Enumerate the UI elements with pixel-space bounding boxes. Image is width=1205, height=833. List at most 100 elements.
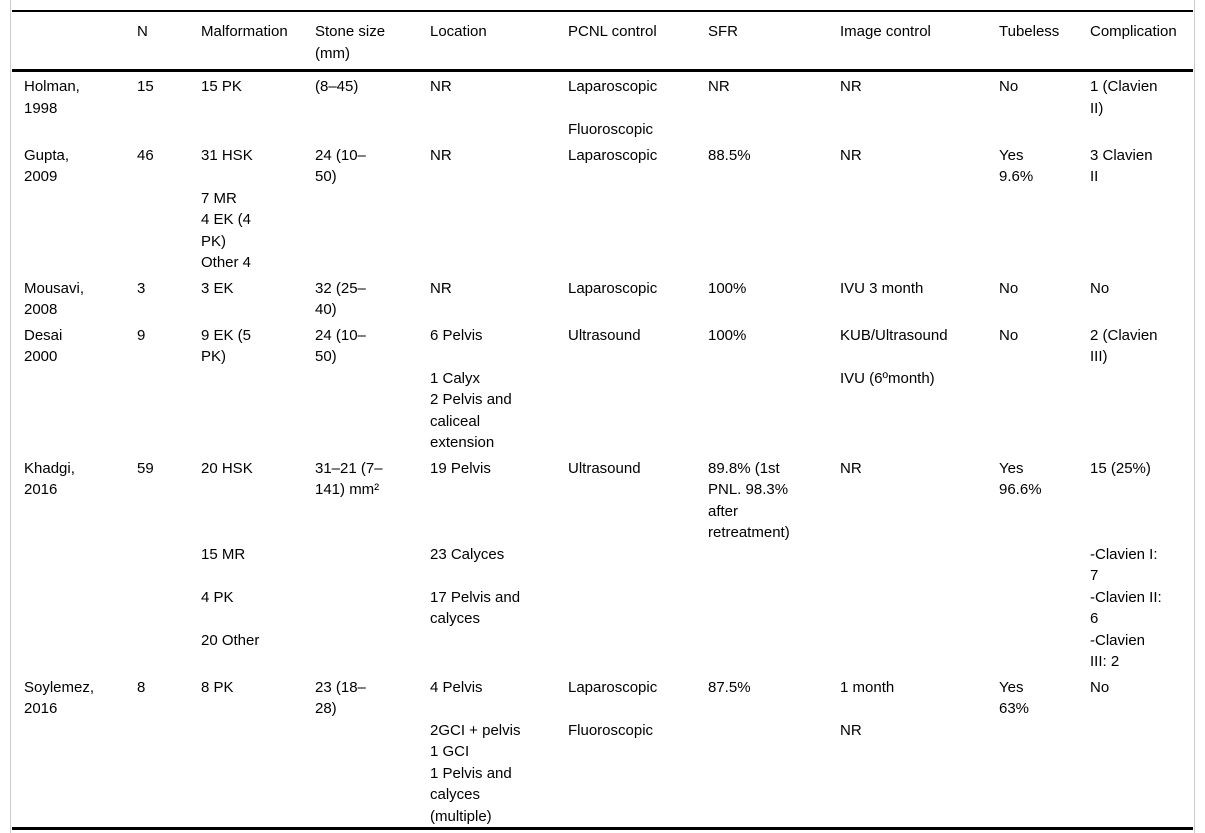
cell-stone-size: 23 (18– 28): [303, 673, 418, 829]
cell-line: IVU (6ºmonth): [840, 369, 935, 387]
cell-line: 19 Pelvis: [430, 459, 491, 477]
cell-location: 4 Pelvis 2GCI + pelvis 1 GCI 1 Pelvis and ca…: [418, 673, 556, 829]
cell-line: KUB/Ultrasound: [840, 326, 948, 344]
header-row: N Malformation Stone size (mm) Location P…: [12, 11, 1193, 72]
cell-line: 20 HSK: [201, 459, 253, 477]
cell-n: 46: [137, 146, 154, 164]
cell-line: Mousavi,: [24, 279, 85, 297]
cell-line: Other 4: [201, 254, 252, 271]
cell-complication: No: [1090, 678, 1110, 696]
cell-sfr: 89.8% (1st PNL. 98.3% after retreatment): [696, 454, 828, 673]
cell-tubeless: Yes 63%: [987, 673, 1078, 829]
cell-line: [430, 522, 552, 544]
cell-line: 15 (25%): [1090, 459, 1151, 477]
studies-comparison-table: N Malformation Stone size (mm) Location P…: [12, 10, 1193, 830]
cell-pcnl-control: Laparoscopic: [568, 279, 658, 297]
cell-complication: 3 Clavien II: [1078, 141, 1193, 274]
cell-line: 2 (Clavien: [1090, 326, 1158, 344]
cell-line: Gupta,: [24, 146, 70, 164]
cell-location: NR: [430, 279, 452, 297]
cell-image-control: NR: [840, 459, 862, 477]
column-header-study: [12, 11, 125, 72]
cell-line: 141) mm²: [315, 481, 380, 498]
cell-location: NR: [430, 146, 452, 164]
cell-line: calyces: [430, 610, 481, 627]
cell-study: Desai 2000: [12, 321, 125, 454]
cell-study: Mousavi, 2008: [12, 274, 125, 321]
cell-complication: 15 (25%) -Clavien I: 7 -Clavien II: 6 -Clavie…: [1078, 454, 1193, 673]
cell-line: 17 Pelvis and: [430, 588, 521, 606]
column-header-complication: Complication: [1078, 11, 1193, 72]
document-page: N Malformation Stone size (mm) Location P…: [10, 0, 1195, 833]
cell-line: [201, 501, 299, 523]
cell-line: 31 HSK: [201, 146, 253, 164]
table-row: Desai 2000 9 9 EK (5 PK) 24 (10– 50) 6 Pelv…: [12, 321, 1193, 454]
cell-n: 9: [137, 326, 146, 344]
cell-line: [840, 698, 983, 720]
column-header-tubeless: Tubeless: [987, 11, 1078, 72]
cell-line: [1090, 501, 1189, 523]
cell-stone-size: 32 (25– 40): [303, 274, 418, 321]
cell-line: retreatment): [708, 524, 790, 541]
cell-sfr: 100%: [708, 279, 747, 297]
cell-sfr: 100%: [708, 326, 747, 344]
cell-n: 3: [137, 279, 146, 297]
cell-line: [430, 501, 552, 523]
cell-line: Khadgi,: [24, 459, 75, 477]
cell-line: [201, 166, 299, 188]
cell-study: Gupta, 2009: [12, 141, 125, 274]
cell-line: [201, 565, 299, 587]
cell-line: 2016: [24, 481, 58, 498]
cell-line: 40): [315, 301, 337, 318]
cell-line: 63%: [999, 700, 1030, 717]
cell-location: NR: [430, 78, 452, 95]
cell-line: -Clavien II:: [1090, 588, 1162, 606]
cell-line: 3 Clavien: [1090, 146, 1153, 164]
cell-line: 7 MR: [201, 189, 237, 207]
cell-line: 6 Pelvis: [430, 326, 483, 344]
cell-pcnl-control: Ultrasound: [568, 459, 641, 477]
table-row: Holman, 1998 15 15 PK (8–45) NR Laparosco…: [12, 71, 1193, 141]
cell-line: 20 Other: [201, 631, 260, 649]
cell-study: Soylemez, 2016: [12, 673, 125, 829]
cell-line: 23 (18–: [315, 678, 366, 696]
cell-malformation: 9 EK (5 PK): [189, 321, 303, 454]
table-row: Soylemez, 2016 8 8 PK 23 (18– 28) 4 Pelvis…: [12, 673, 1193, 829]
cell-line: -Clavien: [1090, 631, 1146, 649]
cell-line: 2016: [24, 700, 58, 717]
cell-study: Khadgi, 2016: [12, 454, 125, 673]
cell-line: Holman,: [24, 78, 80, 95]
cell-line: 9.6%: [999, 168, 1034, 185]
cell-image-control: 1 month NR: [828, 673, 987, 829]
cell-line: [568, 698, 692, 720]
cell-line: 50): [315, 348, 337, 365]
cell-n: 15: [137, 78, 154, 95]
cell-tubeless: Yes 9.6%: [987, 141, 1078, 274]
cell-stone-size: 24 (10– 50): [303, 141, 418, 274]
cell-line: 6: [1090, 610, 1099, 627]
cell-sfr: 88.5%: [708, 146, 751, 164]
cell-line: 1 Calyx: [430, 369, 481, 387]
cell-study: Holman, 1998: [12, 71, 125, 141]
cell-line: II): [1090, 99, 1104, 117]
cell-line: 28): [315, 700, 337, 717]
cell-line: Laparoscopic: [568, 78, 658, 95]
cell-line: 1 month: [840, 678, 895, 696]
cell-image-control: NR: [840, 78, 862, 95]
column-header-malformation: Malformation: [189, 11, 303, 72]
cell-location: 19 Pelvis 23 Calyces 17 Pelvis and calyces: [418, 454, 556, 673]
cell-line: 24 (10–: [315, 146, 366, 164]
cell-line: 9 EK (5: [201, 326, 252, 344]
cell-pcnl-control: Ultrasound: [568, 326, 641, 344]
cell-sfr: 87.5%: [708, 678, 751, 696]
cell-stone-size: 31–21 (7– 141) mm²: [303, 454, 418, 673]
column-header-n: N: [125, 11, 189, 72]
cell-malformation: 3 EK: [201, 279, 234, 297]
cell-line: Laparoscopic: [568, 678, 658, 696]
cell-line: 31–21 (7–: [315, 459, 383, 477]
column-header-location: Location: [418, 11, 556, 72]
column-header-image-control: Image control: [828, 11, 987, 72]
cell-line: 1998: [24, 99, 58, 117]
cell-pcnl-control: Laparoscopic Fluoroscopic: [556, 71, 696, 141]
cell-line: [1090, 522, 1189, 544]
